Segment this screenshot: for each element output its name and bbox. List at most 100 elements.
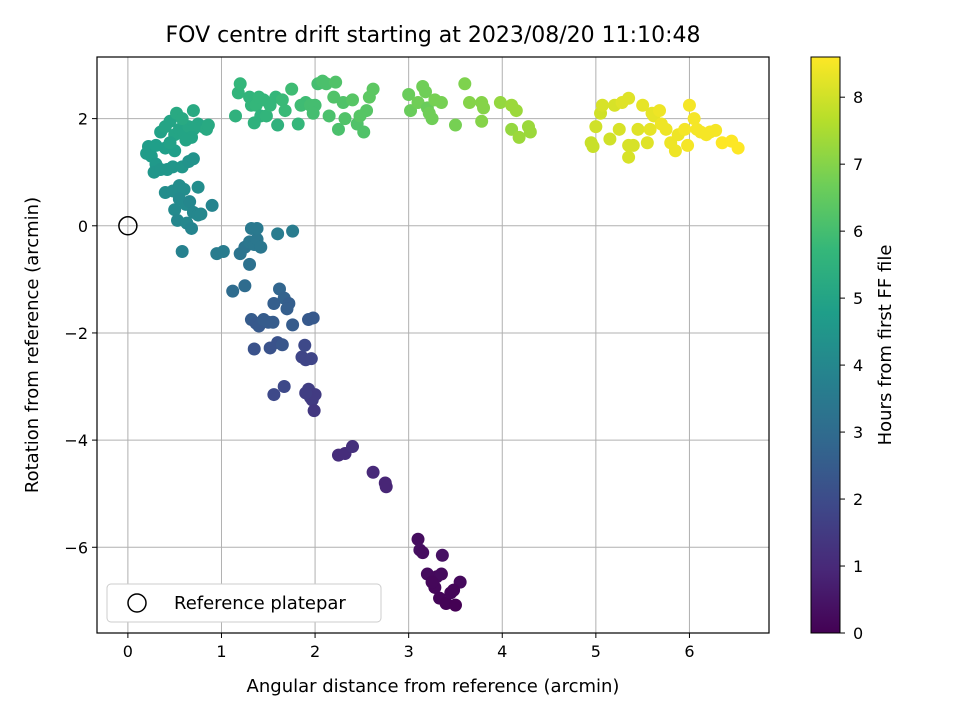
data-point: [179, 133, 193, 147]
data-point: [612, 122, 626, 136]
x-tick-label: 6: [684, 642, 694, 661]
data-point: [652, 104, 666, 118]
data-point: [366, 82, 380, 96]
data-point: [402, 88, 416, 102]
data-point: [366, 465, 380, 479]
data-point: [267, 388, 281, 402]
data-point: [286, 318, 300, 332]
x-tick-label: 3: [404, 642, 414, 661]
x-tick-label: 0: [123, 642, 133, 661]
data-point: [434, 96, 448, 110]
data-point: [475, 114, 489, 128]
colorbar: 0 1 2 3 4 5 6 7 8 Hours from first FF file: [810, 56, 896, 643]
data-point: [523, 125, 537, 139]
data-point: [458, 77, 472, 91]
x-tick-label: 4: [497, 642, 507, 661]
data-point: [353, 109, 367, 123]
data-point: [687, 112, 701, 126]
data-point: [229, 109, 243, 123]
colorbar-tick-label: 2: [853, 490, 863, 509]
data-point: [280, 302, 294, 316]
data-point: [346, 440, 360, 454]
data-point: [509, 104, 523, 118]
y-tick-label: 0: [78, 217, 88, 236]
data-point: [185, 221, 199, 235]
data-point: [678, 122, 692, 136]
data-point: [626, 138, 640, 152]
data-point: [163, 136, 177, 150]
data-point: [307, 404, 321, 418]
data-point: [261, 315, 275, 329]
data-point: [434, 567, 448, 581]
data-point: [640, 136, 654, 150]
data-point: [243, 257, 257, 271]
data-point: [291, 117, 305, 131]
data-point: [357, 125, 371, 139]
data-point: [233, 77, 247, 91]
colorbar-tick-label: 5: [853, 289, 863, 308]
data-point: [191, 180, 205, 194]
colorbar-tick-label: 3: [853, 423, 863, 442]
data-point: [595, 98, 609, 112]
data-point: [331, 122, 345, 136]
data-point: [299, 386, 313, 400]
colorbar-ticks: 0 1 2 3 4 5 6 7 8: [840, 88, 863, 643]
data-point: [419, 85, 433, 99]
data-point: [285, 82, 299, 96]
data-point: [216, 245, 230, 259]
data-point: [329, 75, 343, 89]
data-point: [411, 532, 425, 546]
data-point: [447, 583, 461, 597]
data-point: [250, 221, 264, 235]
data-point: [448, 118, 462, 132]
legend-box: [106, 583, 382, 623]
colorbar-tick-label: 4: [853, 356, 863, 375]
data-point: [346, 93, 360, 107]
data-point: [586, 139, 600, 153]
colorbar-label: Hours from first FF file: [875, 245, 896, 446]
data-point: [226, 284, 240, 298]
data-point: [306, 311, 320, 325]
data-point: [194, 207, 208, 221]
x-axis-label: Angular distance from reference (arcmin): [247, 676, 620, 697]
data-point: [271, 118, 285, 132]
colorbar-tick-label: 8: [853, 88, 863, 107]
x-axis-ticks: 0 1 2 3 4 5 6: [123, 633, 695, 661]
data-point: [306, 106, 320, 120]
x-tick-label: 2: [310, 642, 320, 661]
data-point: [682, 98, 696, 112]
y-tick-label: −2: [64, 324, 88, 343]
colorbar-tick-label: 1: [853, 557, 863, 576]
data-point: [448, 598, 462, 612]
data-point: [186, 152, 200, 166]
data-point: [338, 112, 352, 126]
data-point: [512, 130, 526, 144]
data-point: [709, 123, 723, 137]
data-point: [254, 240, 268, 254]
legend: Reference platepar: [106, 583, 382, 623]
data-point: [643, 122, 657, 136]
x-tick-label: 1: [216, 642, 226, 661]
colorbar-gradient: [810, 56, 841, 634]
y-axis-ticks: −6 −4 −2 0 2: [64, 110, 97, 557]
data-point: [175, 245, 189, 259]
data-point: [622, 91, 636, 105]
data-point: [186, 104, 200, 118]
colorbar-tick-label: 7: [853, 155, 863, 174]
data-point: [435, 548, 449, 562]
data-point: [166, 160, 180, 174]
data-point: [183, 195, 197, 209]
data-point: [416, 546, 430, 560]
y-tick-label: −4: [64, 431, 88, 450]
data-point: [636, 98, 650, 112]
data-point: [275, 338, 289, 352]
data-point: [201, 118, 215, 132]
data-point: [322, 109, 336, 123]
data-point: [425, 112, 439, 126]
scatter-points: [140, 74, 745, 612]
legend-label: Reference platepar: [174, 593, 346, 614]
data-point: [659, 122, 673, 136]
data-point: [589, 120, 603, 134]
data-point: [247, 342, 261, 356]
